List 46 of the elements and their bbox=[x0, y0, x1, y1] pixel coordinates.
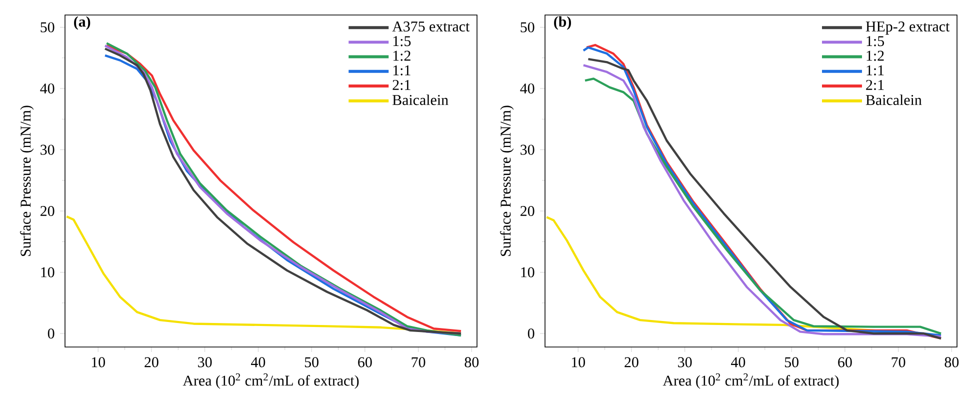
x-tick-label: 10 bbox=[572, 357, 586, 368]
y-tick-label: 20 bbox=[40, 206, 54, 216]
legend-label: Baicalein bbox=[392, 94, 448, 106]
x-tick-label: 40 bbox=[731, 357, 746, 368]
y-axis-title: Surface Pressure (mN/m) bbox=[20, 106, 34, 256]
x-tick-label: 60 bbox=[358, 357, 372, 368]
y-tick-label: 10 bbox=[41, 267, 54, 278]
x-axis-title: Area (10$^{2}$ cm$^{2}$/mL of extract) bbox=[182, 373, 359, 389]
chart-title: (a) bbox=[74, 16, 90, 30]
y-axis-title: Surface Pressure (mN/m) bbox=[500, 106, 514, 256]
y-tick-label: 50 bbox=[520, 22, 534, 32]
x-tick-label: 80 bbox=[464, 357, 479, 368]
legend-label: 2:1 bbox=[866, 80, 884, 90]
legend-label: 1:5 bbox=[866, 36, 884, 46]
y-tick-label: 0 bbox=[528, 328, 534, 339]
x-tick-label: 30 bbox=[198, 357, 212, 368]
chart-title: (b) bbox=[554, 16, 571, 30]
legend-label: 1:1 bbox=[866, 65, 884, 76]
x-tick-label: 50 bbox=[304, 357, 318, 368]
legend-label: 1:1 bbox=[393, 65, 410, 76]
y-tick-label: 50 bbox=[40, 22, 54, 32]
x-tick-label: 30 bbox=[678, 357, 692, 368]
x-tick-label: 70 bbox=[412, 357, 426, 368]
legend-label: Baicalein bbox=[866, 94, 922, 106]
y-tick-label: 10 bbox=[521, 267, 534, 278]
x-tick-label: 80 bbox=[944, 357, 959, 368]
y-tick-label: 0 bbox=[48, 328, 54, 339]
x-axis-title: Area (10$^{2}$ cm$^{2}$/mL of extract) bbox=[662, 373, 839, 389]
legend-label: 1:2 bbox=[393, 50, 410, 61]
legend-label: 2:1 bbox=[392, 80, 410, 90]
x-tick-label: 60 bbox=[838, 357, 852, 368]
y-tick-label: 40 bbox=[520, 83, 534, 94]
x-tick-label: 70 bbox=[892, 357, 906, 368]
x-tick-label: 50 bbox=[784, 357, 798, 368]
y-tick-label: 20 bbox=[520, 206, 534, 216]
legend-label: HEp-2 extract bbox=[866, 22, 950, 35]
y-tick-label: 40 bbox=[40, 83, 54, 94]
legend-label: 1:2 bbox=[866, 50, 884, 61]
x-tick-label: 20 bbox=[144, 357, 158, 368]
x-tick-label: 40 bbox=[251, 357, 266, 368]
legend-label: 1:5 bbox=[393, 36, 411, 46]
legend-label: A375 extract bbox=[392, 22, 470, 32]
x-tick-label: 20 bbox=[624, 357, 638, 368]
y-tick-label: 30 bbox=[520, 144, 534, 155]
x-tick-label: 10 bbox=[92, 357, 105, 368]
y-tick-label: 30 bbox=[40, 144, 54, 155]
